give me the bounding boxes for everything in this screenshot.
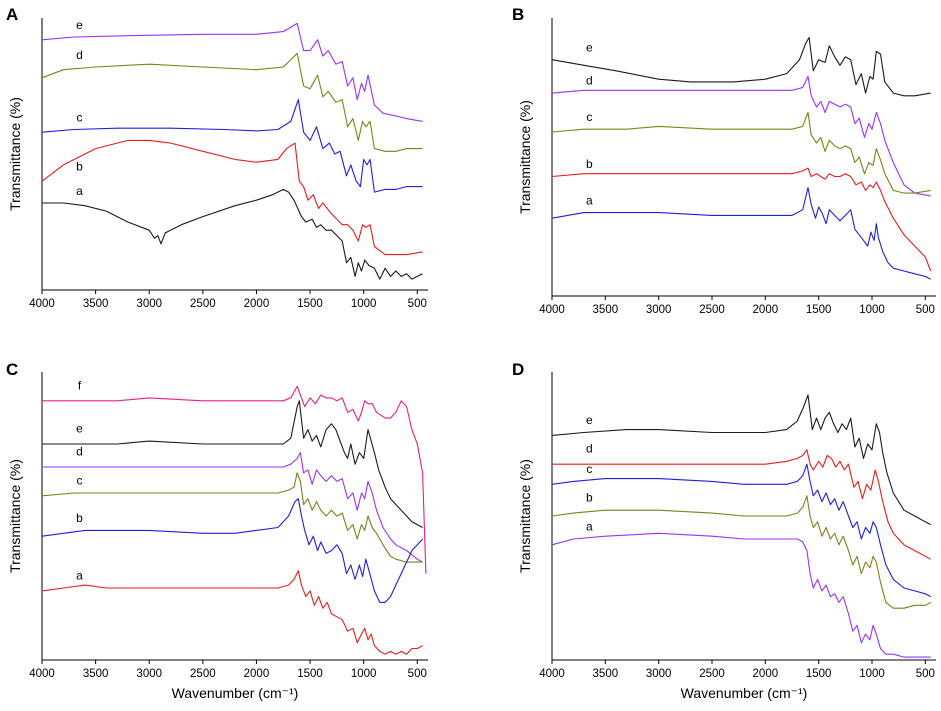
series-label-c: c [586, 110, 592, 124]
x-tick-label: 1500 [297, 668, 323, 680]
series-label-c: c [586, 462, 592, 476]
x-tick-label: 3500 [83, 668, 109, 680]
series-label-f: f [78, 378, 82, 392]
x-tick-label: 2000 [753, 304, 779, 316]
series-line-e [551, 394, 931, 526]
series-line-d [42, 452, 423, 563]
series-label-c: c [77, 473, 83, 487]
series-label-d: d [586, 442, 593, 456]
series-label-b: b [76, 159, 83, 173]
series-line-f [42, 385, 427, 574]
x-tick-label: 1500 [806, 304, 832, 316]
x-tick-label: 2500 [699, 304, 725, 316]
series-label-b: b [586, 157, 593, 171]
series-label-a: a [586, 519, 593, 533]
x-tick-label: 3000 [646, 668, 672, 680]
x-tick-label: 1000 [351, 298, 377, 310]
x-tick-label: 3000 [136, 298, 162, 310]
panel-C: C 4000 3500 3000 2500 2000 1500 1000 500 Transmit… [6, 360, 428, 701]
x-axis-title: Wavenumber (cm⁻¹) [681, 685, 808, 701]
series-label-d: d [76, 445, 83, 459]
series-line-d [551, 75, 931, 197]
x-tick-label: 500 [408, 668, 427, 680]
series-line-e [551, 36, 931, 97]
x-tick-label: 1000 [859, 668, 885, 680]
series-line-b [41, 139, 423, 256]
series-label-e: e [586, 40, 593, 54]
series-line-b [41, 498, 424, 603]
panel-letter: A [6, 5, 18, 24]
series-line-b [551, 495, 931, 609]
x-tick-label: 2500 [190, 668, 216, 680]
x-tick-label: 1500 [297, 298, 323, 310]
x-tick-label: 3500 [83, 298, 109, 310]
panel-B: B 4000 3500 3000 2500 2000 1500 1000 500 Transmit… [512, 5, 936, 316]
y-axis-title: Transmittance (%) [7, 97, 23, 211]
x-tick-label: 2500 [190, 298, 216, 310]
x-tick-label: 2000 [244, 668, 270, 680]
series-line-d [41, 52, 423, 152]
series-label-b: b [586, 491, 593, 505]
series-label-d: d [586, 74, 593, 88]
series-label-e: e [76, 421, 83, 435]
panel-A: A 4000 3500 3000 2500 2000 1500 1000 500 Transmit… [6, 5, 428, 310]
series-line-e [41, 22, 423, 122]
series-label-a: a [76, 568, 83, 582]
series-label-e: e [586, 413, 593, 427]
series-label-a: a [586, 193, 593, 207]
x-tick-label: 3500 [593, 668, 619, 680]
series-line-c [41, 99, 423, 193]
x-tick-label: 500 [408, 298, 427, 310]
x-tick-label: 2500 [699, 668, 725, 680]
x-tick-label: 2000 [244, 298, 270, 310]
y-axis-title: Transmittance (%) [517, 459, 533, 573]
x-tick-label: 500 [916, 668, 935, 680]
x-tick-label: 4000 [29, 668, 55, 680]
series-label-d: d [76, 48, 83, 62]
x-tick-label: 500 [916, 304, 935, 316]
series-label-b: b [76, 511, 83, 525]
series-line-b [551, 167, 932, 272]
x-tick-label: 4000 [539, 668, 565, 680]
y-axis-title: Transmittance (%) [517, 100, 533, 214]
panel-letter: B [512, 5, 524, 24]
series-label-c: c [77, 110, 83, 124]
series-line-a [41, 570, 423, 655]
series-label-a: a [76, 184, 83, 198]
x-axis-title: Wavenumber (cm⁻¹) [172, 685, 299, 701]
series-line-a [551, 187, 931, 280]
series-line-c [551, 463, 931, 598]
series-line-c [551, 111, 931, 194]
x-tick-label: 2000 [753, 668, 779, 680]
x-tick-label: 4000 [29, 298, 55, 310]
series-line-e [42, 400, 423, 528]
x-tick-label: 4000 [539, 304, 565, 316]
panel-letter: D [512, 360, 524, 379]
x-tick-label: 1000 [351, 668, 377, 680]
series-line-c [41, 472, 423, 563]
series-line-a [551, 532, 931, 658]
series-line-d [552, 449, 931, 560]
x-tick-label: 3500 [593, 304, 619, 316]
series-line-a [42, 188, 423, 280]
y-axis-title: Transmittance (%) [7, 459, 23, 573]
panel-letter: C [6, 360, 18, 379]
series-label-e: e [76, 18, 83, 32]
x-tick-label: 1500 [806, 668, 832, 680]
x-tick-label: 3000 [646, 304, 672, 316]
x-tick-label: 3000 [136, 668, 162, 680]
panel-D: D 4000 3500 3000 2500 2000 1500 1000 500 Transmit… [512, 360, 936, 701]
x-tick-label: 1000 [859, 304, 885, 316]
